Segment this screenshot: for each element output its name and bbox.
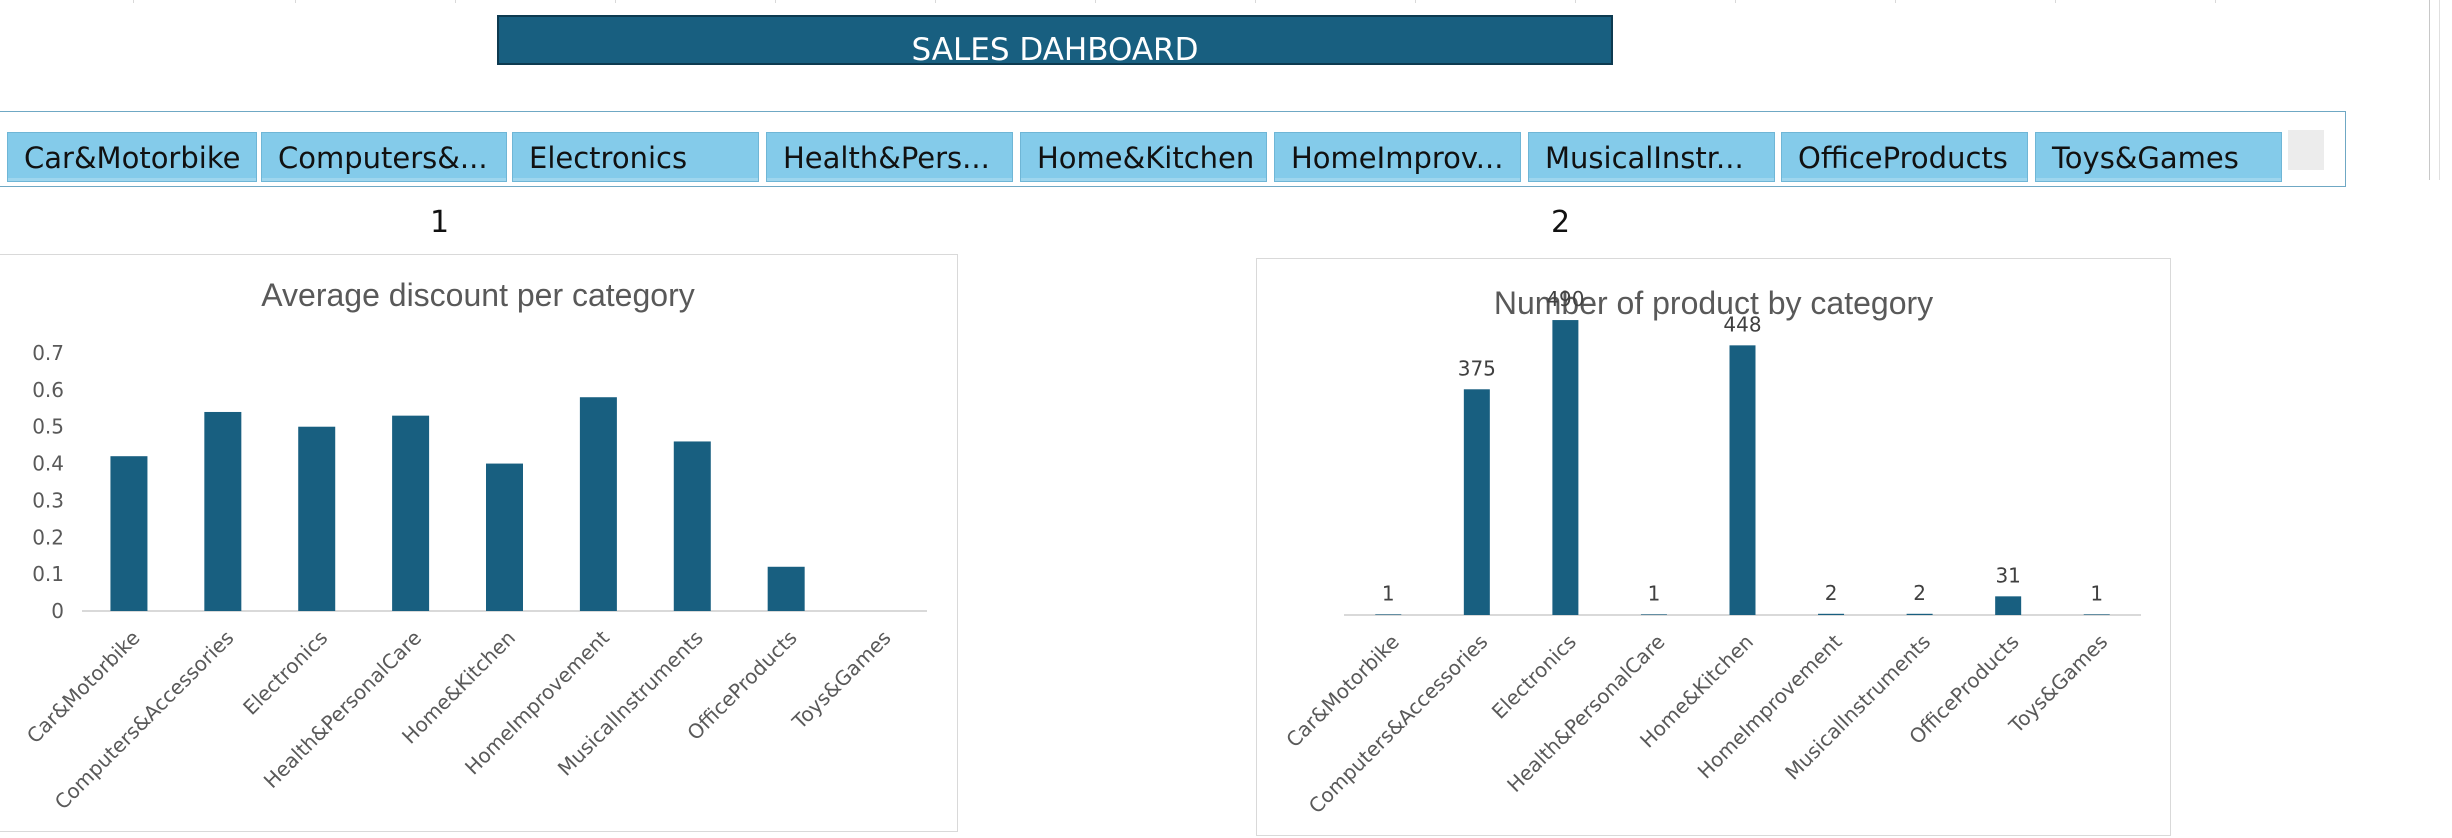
bar xyxy=(1818,614,1844,615)
bar xyxy=(580,397,617,611)
y-tick-label: 0.7 xyxy=(32,341,64,365)
bar xyxy=(1641,614,1667,615)
y-tick-label: 0.2 xyxy=(32,525,64,549)
data-label: 375 xyxy=(1458,356,1496,380)
slicer-item-office-products[interactable]: OfficeProducts xyxy=(1781,132,2028,182)
bar xyxy=(486,464,523,611)
bar xyxy=(298,427,335,611)
slicer-item-toys-games[interactable]: Toys&Games xyxy=(2035,132,2282,182)
bar xyxy=(1375,614,1401,615)
data-label: 448 xyxy=(1723,312,1761,336)
bar xyxy=(1464,389,1490,615)
chart-number-2: 2 xyxy=(1551,205,1570,240)
y-tick-label: 0.6 xyxy=(32,378,64,402)
slicer-item-home-improvement[interactable]: HomeImprov... xyxy=(1274,132,1521,182)
slicer-scrollbar[interactable] xyxy=(2288,130,2324,170)
bar xyxy=(1907,614,1933,615)
x-tick-label: Electronics xyxy=(1487,630,1581,724)
bar xyxy=(1552,320,1578,615)
slicer-item-health[interactable]: Health&Pers... xyxy=(766,132,1013,182)
x-tick-label: MusicalInstruments xyxy=(1780,630,1935,785)
data-label: 2 xyxy=(1913,581,1926,605)
discount-chart[interactable]: Average discount per category 0 0.1 0.2 0.3… xyxy=(0,254,958,832)
y-tick-label: 0.3 xyxy=(32,488,64,512)
data-label: 31 xyxy=(1995,563,2020,587)
y-tick-label: 0.4 xyxy=(32,452,64,476)
y-tick-label: 0 xyxy=(51,599,64,623)
bar xyxy=(768,567,805,611)
data-label: 1 xyxy=(1382,581,1395,605)
data-label: 1 xyxy=(1648,581,1661,605)
x-tick-label: Electronics xyxy=(238,626,332,720)
slicer-item-electronics[interactable]: Electronics xyxy=(512,132,759,182)
chart-number-1: 1 xyxy=(430,205,449,240)
data-label: 490 xyxy=(1546,287,1584,311)
x-tick-label: Health&PersonalCare xyxy=(259,626,426,793)
bar xyxy=(110,456,147,611)
bar xyxy=(204,412,241,611)
y-tick-label: 0.1 xyxy=(32,562,64,586)
category-slicer: Car&Motorbike Computers&... Electronics … xyxy=(0,111,2346,187)
x-tick-label: Computers&Accessories xyxy=(1304,630,1493,819)
bar xyxy=(674,441,711,611)
slicer-item-home-kitchen[interactable]: Home&Kitchen xyxy=(1020,132,1267,182)
sheet-edge xyxy=(2439,0,2440,180)
sheet-gridlines xyxy=(0,0,2452,3)
data-label: 1 xyxy=(2090,581,2103,605)
x-tick-label: Toys&Games xyxy=(787,626,896,735)
x-tick-label: Computers&Accessories xyxy=(50,626,239,815)
discount-chart-plot: 00.10.20.30.40.50.60.7Car&MotorbikeCompu… xyxy=(0,255,959,833)
dashboard-title-banner: SALES DAHBOARD xyxy=(497,15,1613,65)
x-tick-label: Health&PersonalCare xyxy=(1502,630,1669,797)
x-tick-label: HomeImprovement xyxy=(1693,629,1847,783)
slicer-item-computers[interactable]: Computers&... xyxy=(261,132,507,182)
data-label: 2 xyxy=(1825,581,1838,605)
slicer-item-musical-instruments[interactable]: MusicalInstr... xyxy=(1528,132,1775,182)
bar xyxy=(1995,596,2021,615)
sheet-edge xyxy=(2429,0,2430,180)
product-count-chart-plot: 1Car&Motorbike375Computers&Accessories49… xyxy=(1257,259,2172,837)
bar xyxy=(392,416,429,611)
slicer-item-car-motorbike[interactable]: Car&Motorbike xyxy=(7,132,257,182)
dashboard-title: SALES DAHBOARD xyxy=(912,33,1199,67)
product-count-chart[interactable]: Number of product by category 1 Car&Motor… xyxy=(1256,258,2171,836)
bar xyxy=(2084,614,2110,615)
bar xyxy=(1730,345,1756,615)
y-tick-label: 0.5 xyxy=(32,415,64,439)
